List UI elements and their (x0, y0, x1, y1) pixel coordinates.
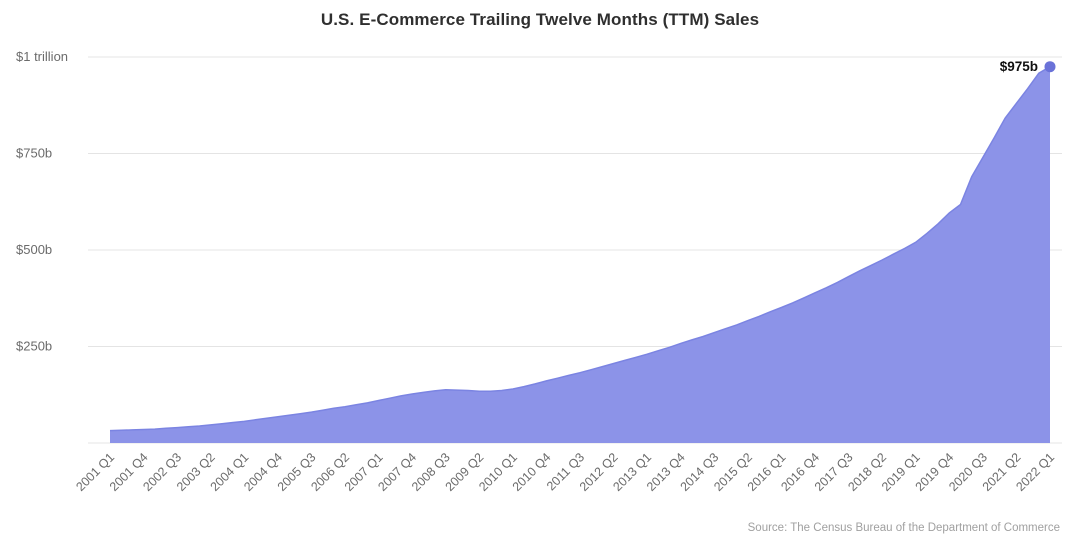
source-note: Source: The Census Bureau of the Departm… (747, 522, 1060, 534)
chart-title: U.S. E-Commerce Trailing Twelve Months (… (320, 10, 760, 29)
last-point-marker (1044, 61, 1056, 73)
area-series-outline (109, 66, 1051, 432)
last-point-value-label: $975b (1000, 59, 1038, 74)
y-axis-label: $500b (16, 242, 52, 257)
y-axis-label: $1 trillion (16, 49, 68, 64)
area-series (110, 66, 1050, 443)
y-axis-label: $750b (16, 146, 52, 161)
y-axis-label: $250b (16, 339, 52, 354)
